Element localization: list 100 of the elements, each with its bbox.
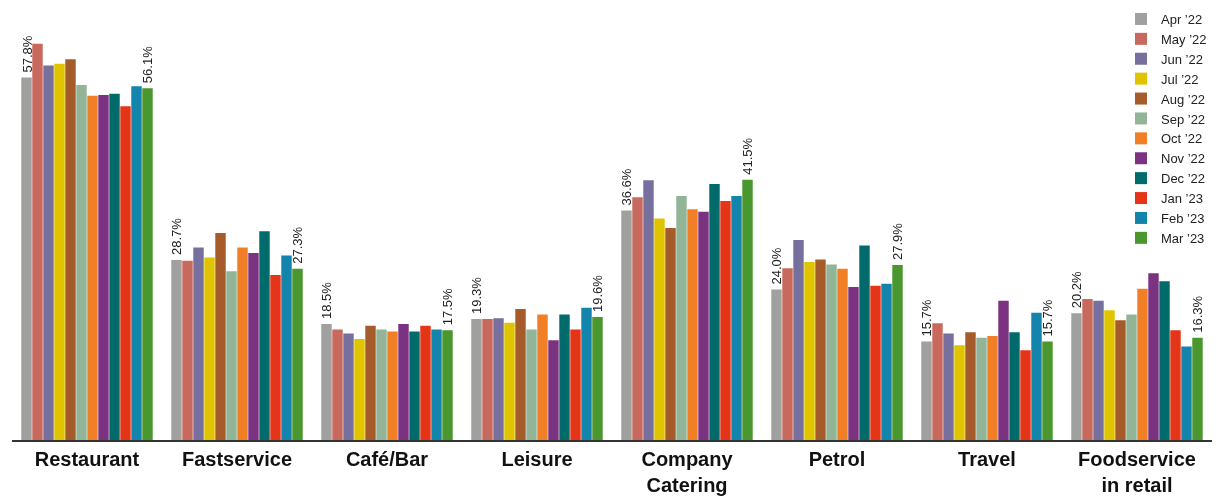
data-label: 56.1% — [139, 45, 155, 84]
data-label: 20.2% — [1068, 271, 1084, 309]
bar — [676, 196, 687, 440]
bar — [482, 318, 493, 440]
legend-label: May ’22 — [1161, 31, 1207, 47]
x-tick-label: Fastservice — [181, 448, 293, 470]
bar — [248, 253, 259, 440]
bar — [131, 86, 142, 440]
bar — [259, 231, 270, 440]
legend-label: Jan ’23 — [1161, 191, 1203, 207]
bar — [559, 314, 570, 440]
x-tick-label: Café/Bar — [345, 448, 429, 470]
x-tick-label: Foodservice in retail — [1078, 448, 1196, 496]
data-label: 28.7% — [168, 217, 184, 256]
bar — [793, 239, 804, 440]
bar — [204, 257, 215, 440]
data-label: 41.5% — [740, 137, 756, 175]
bar — [837, 268, 848, 440]
bar — [292, 268, 303, 440]
bar — [504, 322, 515, 440]
bar — [1159, 281, 1170, 440]
bar — [98, 95, 109, 440]
bar — [226, 271, 237, 440]
bar — [998, 300, 1009, 440]
bar — [120, 106, 131, 440]
data-label: 19.3% — [469, 276, 485, 314]
bar — [321, 323, 332, 440]
bar — [870, 285, 881, 440]
bar — [442, 330, 453, 440]
data-label: 15.7% — [1040, 299, 1056, 337]
bar — [526, 329, 537, 440]
data-label: 27.9% — [889, 222, 905, 261]
x-tick-label: Company Catering — [641, 448, 734, 496]
legend-label: Aug ’22 — [1161, 91, 1206, 107]
bar — [932, 323, 943, 440]
bar — [1009, 332, 1020, 440]
x-tick-label: Leisure — [501, 448, 573, 470]
bar — [771, 289, 782, 440]
data-label: 17.5% — [439, 287, 455, 326]
bar — [76, 85, 87, 440]
bar — [709, 184, 720, 440]
bar — [493, 318, 504, 440]
bar — [1148, 273, 1159, 440]
data-label: 24.0% — [768, 247, 784, 285]
bar — [398, 323, 409, 440]
bar — [687, 209, 698, 440]
legend-label: Sep ’22 — [1161, 111, 1206, 127]
bar — [632, 197, 643, 440]
x-tick-label: Petrol — [808, 448, 866, 470]
legend-label: Oct ’22 — [1161, 131, 1203, 147]
bar — [943, 333, 954, 440]
bar — [1170, 330, 1181, 440]
bar — [237, 247, 248, 440]
bar — [859, 245, 870, 440]
bar — [1104, 310, 1115, 440]
data-label: 19.6% — [589, 274, 605, 313]
bar — [87, 95, 98, 440]
bar — [1093, 300, 1104, 440]
bar — [742, 179, 753, 440]
bar — [1031, 312, 1042, 440]
bar — [409, 331, 420, 440]
data-label: 27.3% — [290, 226, 306, 264]
bar — [54, 63, 65, 440]
bar — [548, 340, 559, 440]
bar — [1082, 298, 1093, 440]
bar — [826, 264, 837, 440]
bar — [65, 59, 76, 440]
bar — [515, 308, 526, 440]
legend-label: Dec ’22 — [1161, 171, 1206, 187]
bar — [570, 329, 581, 440]
data-label: 15.7% — [919, 299, 935, 337]
data-label: 57.8% — [19, 35, 35, 73]
bar — [1071, 313, 1082, 440]
bar — [1115, 320, 1126, 440]
legend-label: Jul ’22 — [1161, 71, 1199, 87]
legend-label: Nov ’22 — [1161, 151, 1206, 167]
bar — [1192, 337, 1203, 440]
bar — [1126, 314, 1137, 440]
bar — [881, 283, 892, 440]
bar — [343, 333, 354, 440]
legend-label: Feb ’23 — [1161, 211, 1205, 227]
bar — [731, 196, 742, 440]
data-label: 16.3% — [1190, 295, 1206, 333]
bar — [365, 325, 376, 440]
bar — [954, 345, 965, 440]
bar — [848, 286, 859, 440]
bar — [987, 335, 998, 440]
bar — [976, 337, 987, 440]
bar — [471, 318, 482, 440]
legend-label: Mar ’23 — [1161, 230, 1205, 246]
bar — [376, 329, 387, 440]
data-label: 36.6% — [618, 168, 634, 206]
data-label: 18.5% — [319, 281, 335, 319]
bar — [215, 233, 226, 440]
bar — [420, 325, 431, 440]
bar — [643, 180, 654, 440]
bar — [1137, 288, 1148, 440]
bar — [193, 247, 204, 440]
bar — [1020, 350, 1031, 440]
bar — [654, 218, 665, 440]
